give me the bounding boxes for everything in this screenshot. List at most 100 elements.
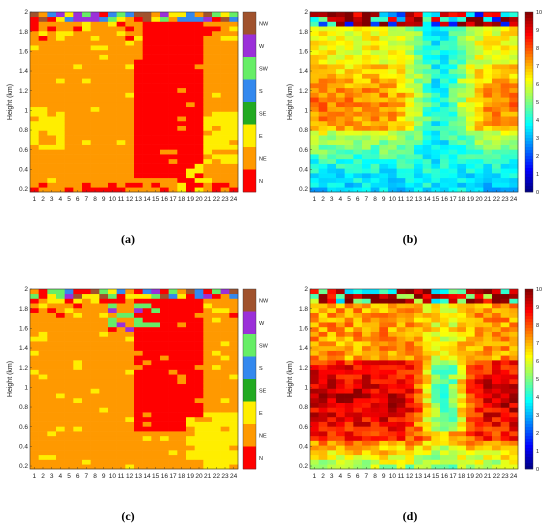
heatmap-cell xyxy=(194,341,204,347)
heatmap-cell xyxy=(151,68,161,74)
heatmap-cell xyxy=(370,426,380,432)
heatmap-cell xyxy=(492,182,501,188)
heatmap-cell xyxy=(327,21,337,27)
heatmap-cell xyxy=(229,154,239,160)
heatmap-cell xyxy=(108,388,117,394)
heatmap-cell xyxy=(370,120,380,126)
heatmap-cell xyxy=(229,440,239,446)
heatmap-cell xyxy=(344,360,354,366)
heatmap-cell xyxy=(500,135,510,141)
heatmap-cell xyxy=(414,293,423,299)
heatmap-cell xyxy=(474,173,484,179)
heatmap-cell xyxy=(168,416,178,422)
y-tick-label: 1 xyxy=(24,108,28,115)
heatmap-cell xyxy=(56,97,65,103)
colorbar-segment xyxy=(525,352,533,356)
heatmap-cell xyxy=(422,360,432,366)
heatmap-cell xyxy=(492,144,501,150)
heatmap-cell xyxy=(73,26,83,32)
y-tick-label: 0.4 xyxy=(19,167,28,174)
heatmap-cell xyxy=(431,120,441,126)
heatmap-cell xyxy=(47,30,57,36)
heatmap-cell xyxy=(353,322,363,328)
heatmap-cell xyxy=(318,139,328,145)
heatmap-cell xyxy=(362,130,371,136)
heatmap-cell xyxy=(509,331,519,337)
heatmap-cell xyxy=(466,331,475,337)
heatmap-cell xyxy=(38,59,48,65)
heatmap-cell xyxy=(142,331,152,337)
heatmap-cell xyxy=(344,350,354,356)
heatmap-cell xyxy=(99,106,109,112)
heatmap-cell xyxy=(422,440,432,446)
heatmap-cell xyxy=(327,97,337,103)
heatmap-cell xyxy=(56,187,65,193)
heatmap-cell xyxy=(177,303,187,309)
heatmap-cell xyxy=(64,383,74,389)
colorbar-segment xyxy=(525,292,533,296)
heatmap-cell xyxy=(396,40,406,46)
heatmap-cell xyxy=(327,388,337,394)
heatmap-cell xyxy=(396,182,406,188)
heatmap-cell xyxy=(125,116,135,122)
heatmap-cell xyxy=(30,289,39,295)
heatmap-cell xyxy=(318,135,328,141)
heatmap-cell xyxy=(362,388,371,394)
heatmap-cell xyxy=(134,312,143,318)
heatmap-cell xyxy=(73,64,83,70)
heatmap-cell xyxy=(38,374,48,380)
heatmap-cell xyxy=(362,355,371,361)
heatmap-cell xyxy=(327,45,337,51)
heatmap-cell xyxy=(414,450,423,456)
heatmap-cell xyxy=(194,78,204,84)
x-tick-label: 23 xyxy=(501,473,509,480)
heatmap-cell xyxy=(168,163,178,169)
heatmap-cell xyxy=(90,307,100,313)
colorbar-frame xyxy=(524,288,534,470)
heatmap-cell xyxy=(327,78,337,84)
heatmap-cell xyxy=(30,21,39,27)
heatmap-cell xyxy=(344,464,354,470)
heatmap-cell xyxy=(353,73,363,79)
heatmap-cell xyxy=(457,307,467,313)
heatmap-cell xyxy=(310,416,319,422)
y-tick-label: 1.6 xyxy=(19,326,28,333)
heatmap-cell xyxy=(142,355,152,361)
heatmap-cell xyxy=(362,68,371,74)
heatmap-cell xyxy=(38,393,48,399)
heatmap-cell xyxy=(310,135,319,141)
heatmap-cell xyxy=(229,293,239,299)
heatmap-cell xyxy=(405,111,415,117)
heatmap-cell xyxy=(370,350,380,356)
heatmap-cell xyxy=(64,326,74,332)
heatmap-cell xyxy=(108,336,117,342)
heatmap-cell xyxy=(353,336,363,342)
heatmap-cell xyxy=(73,111,83,117)
colorbar-segment xyxy=(525,364,533,368)
heatmap-cell xyxy=(422,106,432,112)
heatmap-cell xyxy=(388,317,397,323)
heatmap-cell xyxy=(151,173,161,179)
heatmap-cell xyxy=(327,111,337,117)
heatmap-cell xyxy=(466,83,475,89)
heatmap-cell xyxy=(134,120,143,126)
heatmap-cell xyxy=(396,139,406,145)
heatmap-cell xyxy=(38,293,48,299)
heatmap-cell xyxy=(336,173,345,179)
heatmap-cell xyxy=(116,289,126,295)
heatmap-cell xyxy=(448,412,458,418)
heatmap-cell xyxy=(160,21,169,27)
heatmap-cell xyxy=(203,435,213,441)
heatmap-cell xyxy=(500,40,510,46)
heatmap-cell xyxy=(310,307,319,313)
heatmap-cell xyxy=(64,173,74,179)
heatmap-cell xyxy=(160,149,169,155)
heatmap-cell xyxy=(212,374,221,380)
heatmap-cell xyxy=(56,336,65,342)
colorbar-segment xyxy=(525,460,533,464)
heatmap-cell xyxy=(310,49,319,55)
colorbar-segment xyxy=(525,349,533,353)
heatmap-cell xyxy=(220,21,230,27)
y-tick-label: 1.2 xyxy=(299,88,308,95)
heatmap-cell xyxy=(431,289,441,295)
